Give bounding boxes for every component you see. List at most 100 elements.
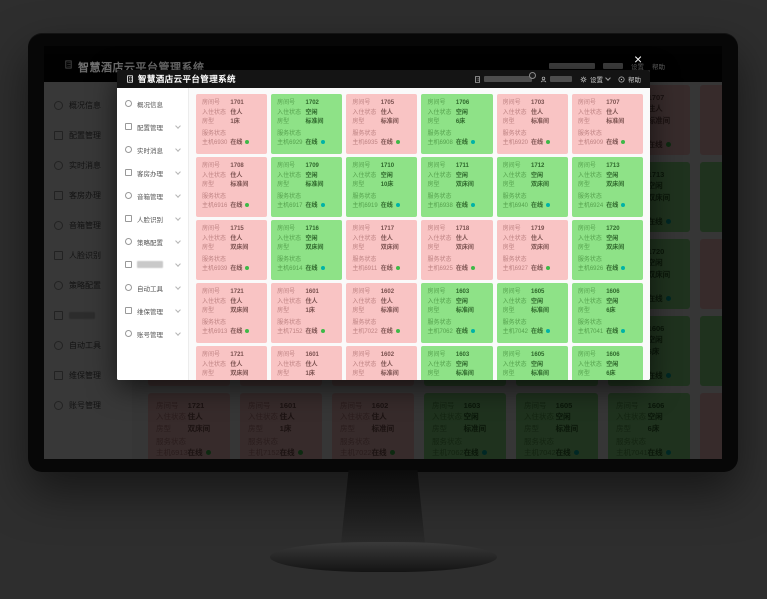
sidebar-item[interactable] (117, 253, 188, 276)
card-field-value: 1705 (380, 100, 395, 106)
card-field-value: 标准间 (531, 308, 550, 315)
online-dot (245, 329, 250, 334)
chevron-down-icon (605, 75, 611, 81)
online-status-text: 在线 (305, 140, 318, 147)
card-field-value: 10床 (380, 182, 394, 189)
card-field-label: 入住状态 (427, 109, 452, 116)
room-card[interactable]: 房间号 1716 入住状态 空闲 房型 双床间 服务状态 主机6914 在线 (271, 220, 343, 280)
user-account[interactable] (540, 76, 572, 83)
card-field-value: 1605 (531, 352, 545, 358)
host-label: 主机6927 (502, 266, 529, 273)
room-card[interactable]: 房间号 1706 入住状态 空闲 房型 6床 服务状态 主机6908 在线 (421, 94, 493, 154)
card-field-value: 1601 (305, 352, 319, 358)
room-card[interactable]: 房间号 1707 入住状态 住人 房型 标准间 服务状态 主机6909 在线 (571, 94, 643, 154)
card-field-label: 入住状态 (502, 235, 527, 242)
online-status: 在线 (306, 265, 325, 275)
room-card[interactable]: 房间号 1701 入住状态 住人 房型 1床 服务状态 主机6930 在线 (196, 94, 268, 154)
card-field-label: 服务状态 (352, 193, 377, 200)
settings-menu[interactable]: 设置 (580, 74, 611, 84)
help-button[interactable]: 帮助 (618, 74, 641, 84)
card-field-label: 房型 (202, 182, 215, 189)
sidebar-item[interactable]: 策略配置 (117, 230, 188, 253)
room-card[interactable]: 房间号 1713 入住状态 空闲 房型 双床间 服务状态 主机6924 在线 (571, 157, 643, 217)
host-label: 主机6940 (502, 203, 529, 210)
sidebar-item[interactable]: 概况信息 (117, 92, 188, 115)
room-card[interactable]: 房间号 1702 入住状态 空闲 房型 标准间 服务状态 主机6929 在线 (271, 94, 343, 154)
card-field-value: 住人 (380, 235, 393, 242)
card-field-value: 6床 (455, 119, 466, 126)
online-status: 在线 (230, 139, 250, 149)
sidebar-item[interactable]: 音箱管理 (117, 184, 188, 207)
card-field-label: 房型 (427, 371, 440, 378)
room-card[interactable]: 房间号 1718 入住状态 住人 房型 双床间 服务状态 主机6925 在线 (421, 220, 493, 280)
host-label: 主机6924 (577, 203, 604, 210)
room-card[interactable]: 房间号 1705 入住状态 住人 房型 标准间 服务状态 主机6935 在线 (346, 94, 418, 154)
online-status-text: 在线 (455, 329, 468, 336)
sidebar-item[interactable]: 账号管理 (117, 322, 188, 345)
sidebar-item[interactable]: 人脸识别 (117, 207, 188, 230)
card-field-label: 房间号 (427, 289, 446, 295)
sidebar-item[interactable]: 配置管理 (117, 115, 188, 138)
card-field-label: 房型 (502, 119, 515, 126)
card-field-label: 房间号 (202, 226, 221, 232)
online-status-text: 在线 (531, 140, 544, 147)
room-grid: 房间号 1701 入住状态 住人 房型 1床 服务状态 主机6930 在线 房间号 1702 入住状态… (189, 88, 650, 380)
room-card[interactable]: 房间号 1719 入住状态 住人 房型 双床间 服务状态 主机6927 在线 (496, 220, 568, 280)
card-field-label: 房型 (352, 119, 365, 126)
sidebar-item[interactable]: 客房办理 (117, 161, 188, 184)
card-field-label: 服务状态 (202, 256, 227, 263)
chevron-down-icon (175, 214, 181, 221)
card-field-label: 房型 (427, 308, 440, 315)
online-status: 在线 (230, 328, 250, 338)
sidebar-item[interactable]: 维保管理 (117, 299, 188, 322)
sidebar-item[interactable]: 自动工具 (117, 276, 188, 299)
card-field-label: 房间号 (427, 163, 446, 169)
room-card[interactable]: 房间号 1709 入住状态 空闲 房型 标准间 服务状态 主机6917 在线 (271, 157, 343, 217)
online-status-text: 在线 (230, 140, 243, 147)
online-status: 在线 (531, 139, 551, 149)
online-status-text: 在线 (531, 203, 544, 210)
online-dot (395, 203, 400, 208)
room-card[interactable]: 房间号 1711 入住状态 空闲 房型 双床间 服务状态 主机6938 在线 (421, 157, 493, 217)
card-field-label: 入住状态 (577, 298, 602, 305)
hotel-selector[interactable] (474, 71, 536, 83)
card-field-label: 房型 (427, 245, 440, 252)
room-card[interactable]: 房间号 1720 入住状态 空闲 房型 双床间 服务状态 主机6926 在线 (571, 220, 643, 280)
card-field-label: 房型 (202, 245, 215, 252)
online-status-text: 在线 (606, 329, 619, 336)
host-label: 主机6908 (427, 140, 453, 147)
card-field-label: 房间号 (277, 226, 296, 232)
sidebar-item[interactable]: 实时消息 (117, 138, 188, 161)
card-field-label: 入住状态 (577, 109, 602, 116)
card-field-label: 入住状态 (502, 298, 527, 305)
card-field-value: 标准间 (380, 308, 399, 315)
card-field-label: 房型 (352, 182, 365, 189)
room-card[interactable]: 房间号 1712 入住状态 空闲 房型 双床间 服务状态 主机6940 在线 (496, 157, 568, 217)
card-field-label: 入住状态 (277, 109, 302, 116)
window-header: 智慧酒店云平台管理系统 设置 (117, 70, 650, 88)
window-body: 概况信息 配置管理 实时消息 客房办理 音箱管理 人脸识别 策略配置自动工具 维保管理 账号管理… (117, 88, 650, 380)
card-field-label: 房型 (277, 308, 290, 315)
room-card[interactable]: 房间号 1710 入住状态 空闲 房型 10床 服务状态 主机6919 在线 (346, 157, 418, 217)
room-card[interactable]: 房间号 1708 入住状态 住人 房型 标准间 服务状态 主机6916 在线 (196, 157, 268, 217)
menu-icon (125, 146, 132, 153)
card-field-label: 服务状态 (202, 193, 227, 200)
room-card[interactable]: 房间号 1703 入住状态 住人 房型 标准间 服务状态 主机6920 在线 (496, 94, 568, 154)
online-status: 在线 (531, 265, 551, 275)
close-icon[interactable]: × (634, 51, 643, 67)
card-field-label: 房型 (277, 182, 290, 189)
room-card[interactable]: 房间号 1715 入住状态 住人 房型 双床间 服务状态 主机6939 在线 (196, 220, 268, 280)
room-card[interactable]: 房间号 1717 入住状态 住人 房型 双床间 服务状态 主机6911 在线 (346, 220, 418, 280)
